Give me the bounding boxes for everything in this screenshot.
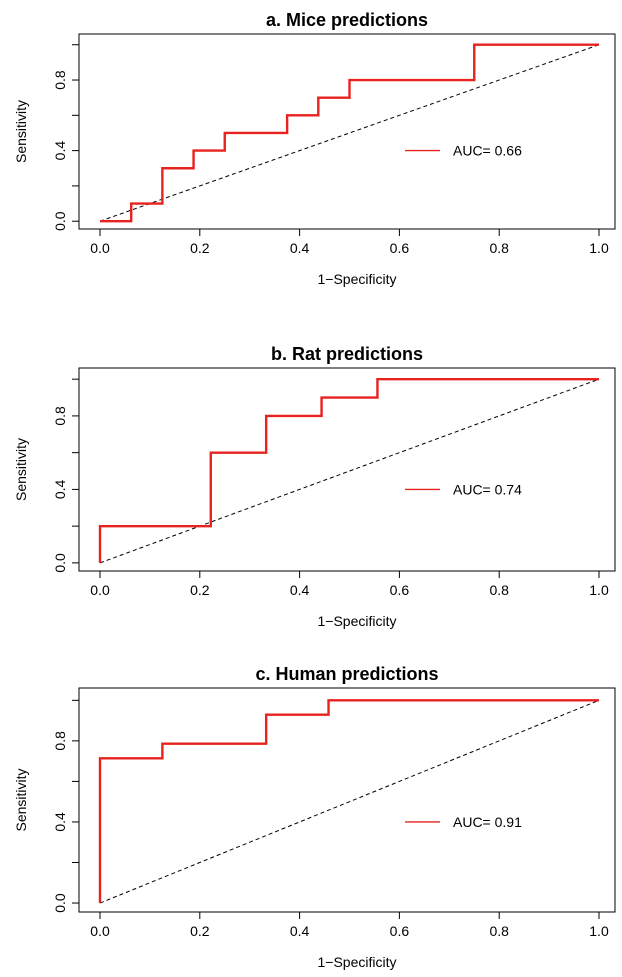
y-tick-label: 0.4 [52,141,68,161]
roc-panel: a. Mice predictions 0.0 0.2 0.4 0.6 0.8 1.0 0.0… [13,10,616,287]
chart-title: b. Rat predictions [271,344,423,364]
plot-frame [78,687,616,913]
x-tick-label: 0.8 [489,582,509,598]
y-tick-label: 0.8 [52,731,68,751]
x-tick-label: 1.0 [589,240,609,256]
x-tick-label: 0.6 [390,923,410,939]
legend-label: AUC= 0.91 [453,814,522,830]
x-tick-label: 0.6 [390,240,410,256]
x-tick-label: 0.0 [90,240,110,256]
x-tick-label: 0.0 [90,923,110,939]
y-tick-label: 0.0 [52,893,68,913]
y-tick-label: 0.4 [52,812,68,832]
x-tick-label: 1.0 [589,923,609,939]
roc-curve [100,43,599,223]
legend-label: AUC= 0.66 [453,143,522,159]
x-tick-label: 0.6 [390,582,410,598]
x-tick-label: 0.8 [489,923,509,939]
chart-title: a. Mice predictions [266,10,428,30]
roc-curve [98,377,599,563]
plot-frame [78,33,616,230]
y-tick-label: 0.0 [52,211,68,231]
x-tick-label: 0.2 [190,240,210,256]
roc-panel: b. Rat predictions 0.0 0.2 0.4 0.6 0.8 1.0 0.0 0… [13,344,616,629]
reference-diagonal [99,699,600,904]
roc-curve [98,699,599,904]
plot-frame [78,367,616,572]
x-tick-label: 0.0 [90,582,110,598]
reference-diagonal [99,44,600,222]
y-tick-label: 0.4 [52,479,68,499]
y-axis-label: Sensitivity [13,768,29,831]
y-tick-label: 0.0 [52,553,68,573]
x-tick-label: 0.4 [290,923,310,939]
y-tick-label: 0.8 [52,406,68,426]
chart-title: c. Human predictions [255,664,438,684]
x-tick-label: 1.0 [589,582,609,598]
x-axis-label: 1−Specificity [318,613,397,629]
y-tick-label: 0.8 [52,70,68,90]
roc-panel: c. Human predictions 0.0 0.2 0.4 0.6 0.8 1.0 0.… [13,664,616,970]
x-tick-label: 0.8 [489,240,509,256]
x-axis-label: 1−Specificity [318,954,397,970]
reference-diagonal [99,378,600,564]
x-tick-label: 0.4 [290,240,310,256]
y-axis-label: Sensitivity [13,438,29,501]
x-tick-label: 0.2 [190,582,210,598]
x-tick-label: 0.4 [290,582,310,598]
y-axis-label: Sensitivity [13,100,29,163]
legend-label: AUC= 0.74 [453,481,522,497]
x-axis-label: 1−Specificity [318,271,397,287]
x-tick-label: 0.2 [190,923,210,939]
